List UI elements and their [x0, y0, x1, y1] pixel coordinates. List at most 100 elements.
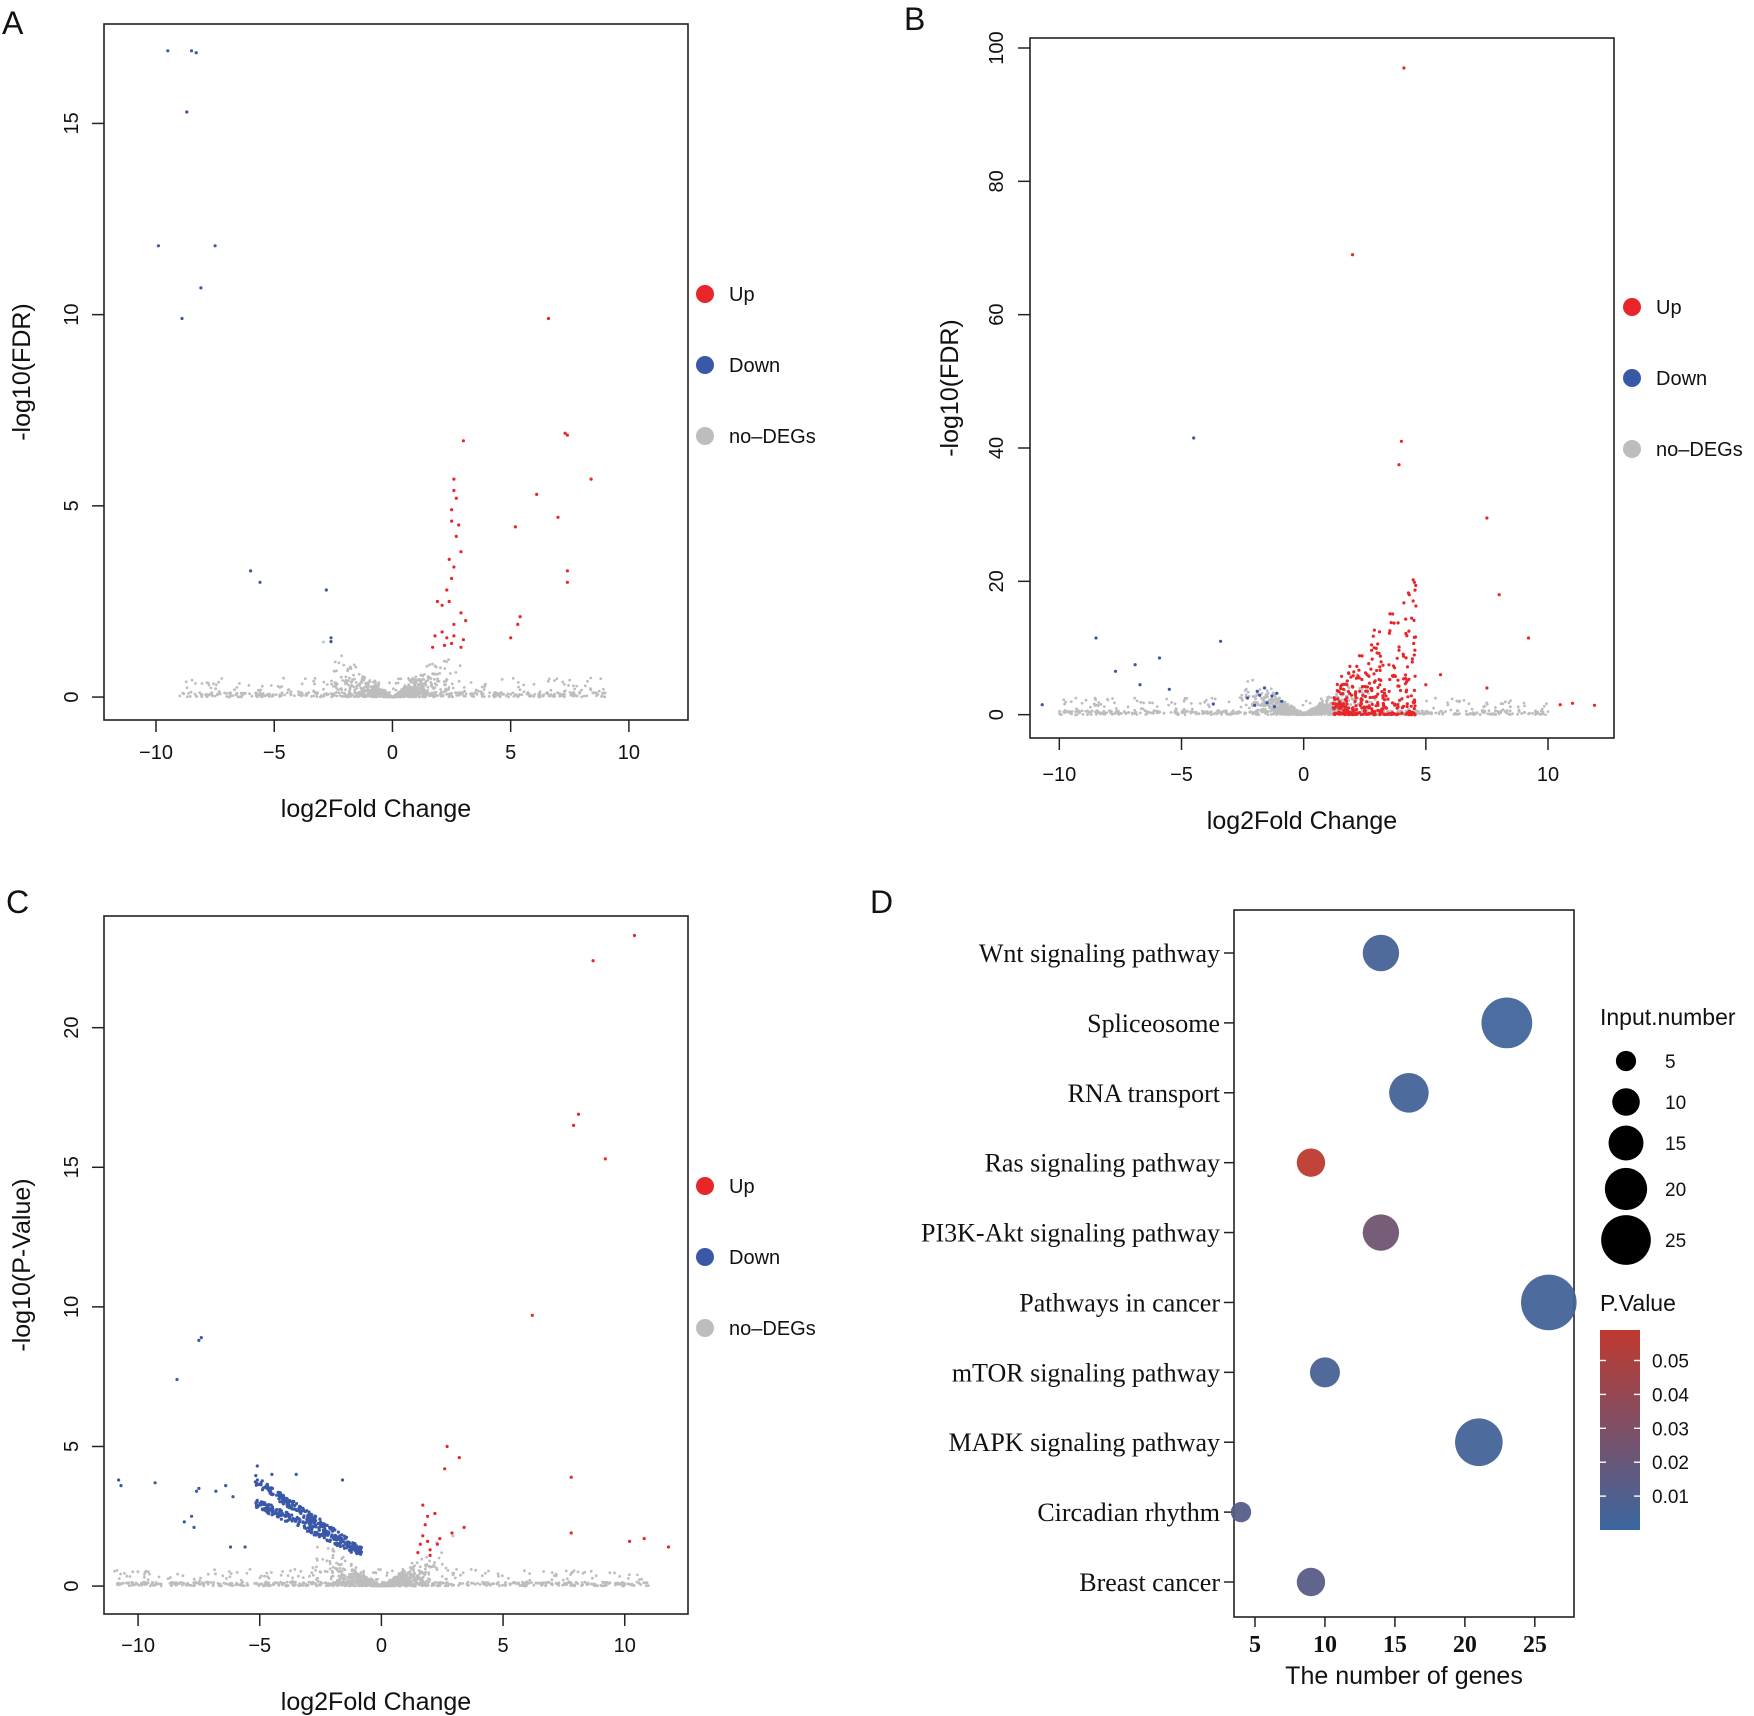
data-point	[593, 691, 597, 695]
data-point	[644, 1584, 648, 1588]
data-point	[346, 1544, 350, 1548]
data-point	[339, 1569, 343, 1573]
data-point	[556, 691, 559, 695]
data-point	[1402, 601, 1406, 605]
data-point	[1522, 711, 1526, 714]
data-point	[1427, 712, 1431, 715]
data-point	[1116, 712, 1120, 715]
data-point	[1414, 583, 1418, 588]
data-point	[344, 688, 347, 691]
panel-label-c: C	[6, 884, 29, 920]
legend-marker	[696, 1248, 714, 1266]
color-legend-label: 0.03	[1652, 1419, 1689, 1440]
data-point	[1358, 703, 1362, 708]
data-point	[1151, 701, 1154, 705]
data-point	[1355, 664, 1359, 669]
data-point	[1520, 712, 1523, 715]
data-point	[511, 676, 515, 680]
category-label: Breast cancer	[1079, 1568, 1220, 1597]
data-point	[322, 640, 325, 644]
data-point	[1370, 657, 1374, 661]
data-point	[1209, 713, 1213, 716]
data-point	[450, 682, 454, 686]
data-point	[1245, 696, 1250, 700]
data-point	[427, 1565, 431, 1568]
data-point	[582, 694, 586, 698]
series-up	[416, 933, 671, 1557]
data-point	[1392, 621, 1396, 625]
y-tick-label: 10	[61, 304, 83, 326]
data-point	[428, 1553, 432, 1557]
data-point	[249, 569, 253, 573]
data-point	[277, 1512, 281, 1516]
data-point	[546, 692, 550, 696]
data-point	[293, 1568, 297, 1571]
data-point	[518, 688, 522, 692]
data-point	[355, 1575, 359, 1579]
data-point	[143, 1575, 146, 1579]
data-point	[1411, 578, 1415, 582]
data-point	[291, 1576, 294, 1580]
data-point	[528, 1572, 531, 1575]
data-point	[299, 1569, 303, 1573]
data-point	[352, 663, 356, 667]
data-point	[281, 1502, 285, 1506]
data-point	[414, 686, 418, 690]
data-point	[433, 691, 437, 694]
data-point	[450, 641, 454, 646]
data-point	[269, 1584, 272, 1587]
data-point	[1376, 642, 1380, 646]
data-point	[569, 1584, 572, 1587]
data-point	[368, 691, 372, 695]
data-point	[362, 688, 366, 692]
data-point	[569, 1531, 573, 1535]
data-point	[410, 1561, 414, 1565]
data-point	[343, 1580, 347, 1584]
y-axis-title: -log10(P-Value)	[8, 1178, 36, 1351]
data-point	[1253, 703, 1257, 707]
data-point	[413, 692, 417, 696]
data-point	[136, 1570, 140, 1574]
data-point	[1542, 704, 1546, 708]
data-point	[435, 599, 439, 604]
data-point	[432, 695, 435, 699]
data-point	[228, 691, 231, 695]
data-point	[374, 694, 377, 698]
data-point	[1222, 709, 1226, 713]
legend-label: Up	[1656, 297, 1682, 319]
data-point	[1272, 705, 1276, 709]
data-point	[344, 678, 348, 682]
data-point	[447, 1582, 451, 1586]
data-point	[322, 692, 326, 696]
data-point	[1319, 697, 1323, 701]
data-point	[635, 1580, 639, 1584]
x-tick-label: 0	[1298, 764, 1309, 786]
series-up	[431, 316, 593, 649]
data-point	[1398, 698, 1402, 702]
data-point	[1268, 698, 1271, 702]
data-point	[509, 693, 512, 696]
data-point	[462, 1525, 466, 1529]
data-point	[265, 1571, 269, 1575]
data-point	[248, 1568, 252, 1571]
data-point	[1335, 693, 1338, 696]
data-point	[1534, 712, 1538, 715]
data-point	[334, 686, 338, 689]
data-point	[394, 681, 398, 685]
data-point	[461, 1582, 465, 1585]
data-point	[324, 588, 328, 592]
x-tick-label: 10	[1313, 1632, 1337, 1658]
size-legend-label: 10	[1665, 1093, 1686, 1114]
data-point	[413, 1584, 416, 1588]
data-point	[571, 1571, 574, 1574]
data-point	[1248, 711, 1252, 714]
y-axis-title: -log10(FDR)	[8, 303, 36, 441]
data-point	[596, 693, 600, 696]
data-point	[380, 690, 384, 694]
data-point	[305, 1520, 309, 1524]
data-point	[297, 692, 301, 696]
data-point	[404, 1583, 407, 1587]
data-point	[401, 1570, 405, 1574]
bubble	[1296, 1567, 1326, 1597]
